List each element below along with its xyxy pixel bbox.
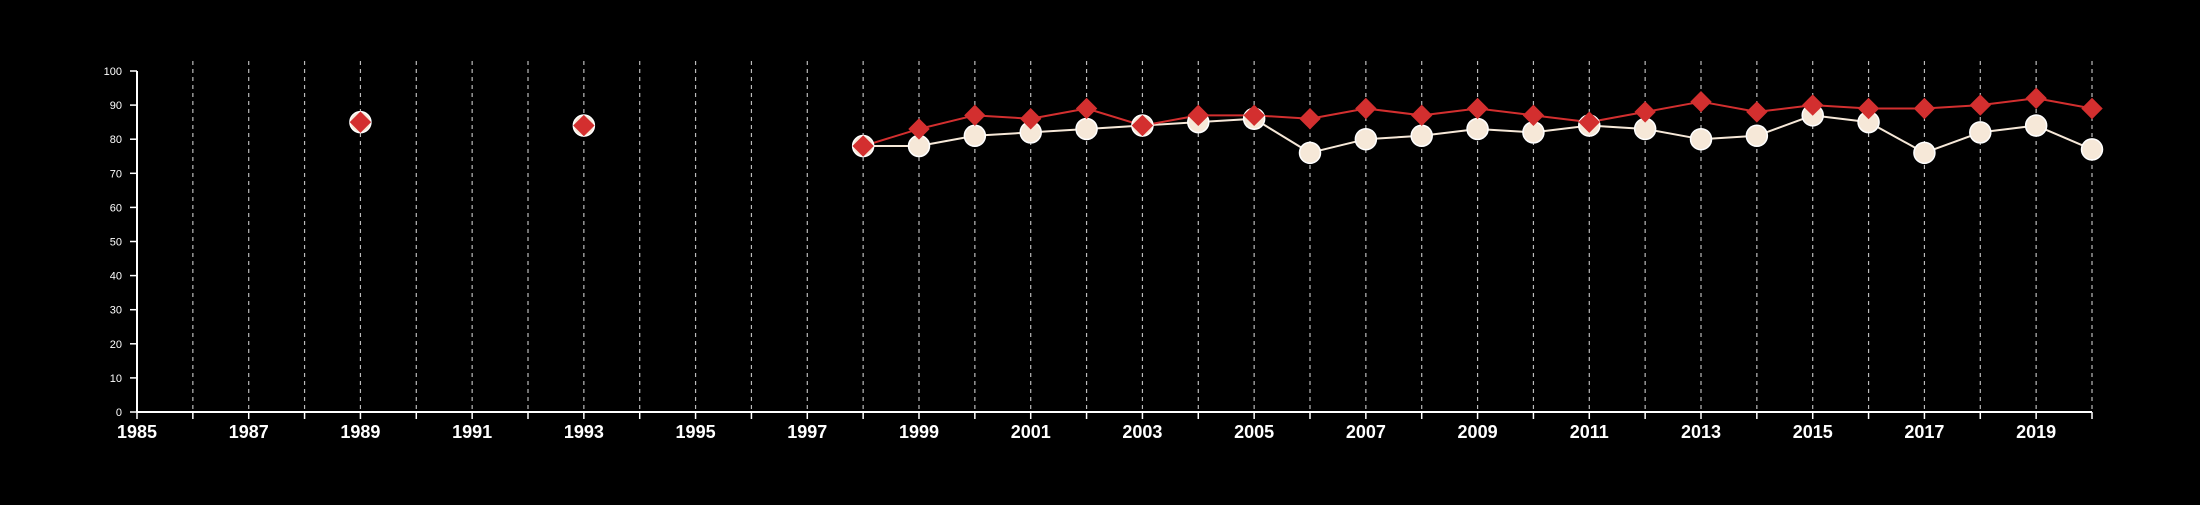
x-tick-label: 2003 [1122,422,1162,442]
x-tick-label: 2013 [1681,422,1721,442]
data-point-circle [1354,127,1378,151]
x-tick-label: 2015 [1793,422,1833,442]
data-point-diamond [1746,101,1768,123]
x-tick-label: 1989 [340,422,380,442]
data-point-diamond [1299,108,1321,130]
data-point-diamond [1857,97,1880,120]
y-tick-label: 100 [104,66,122,78]
y-tick-label: 80 [110,134,122,146]
data-point-diamond [1690,90,1712,113]
data-point-diamond [1187,104,1209,127]
y-tick-label: 10 [110,373,122,385]
data-point-diamond [573,114,595,137]
data-point-diamond [1578,111,1600,133]
y-tick-label: 20 [110,339,122,351]
data-point-circle [2080,138,2104,161]
y-tick-label: 60 [110,202,122,214]
data-point-diamond [852,135,874,157]
x-tick-label: 2017 [1904,422,1944,442]
data-point-circle [2024,114,2048,137]
x-tick-label: 1991 [452,422,492,442]
series-segment [1700,100,1758,113]
data-point-diamond [1411,104,1433,127]
data-point-circle [1913,141,1936,165]
series-markers-diamond [349,87,2103,157]
data-point-circle [1969,121,1992,144]
data-point-diamond [1802,94,1824,116]
x-tick-label: 2011 [1570,422,1609,442]
series-segment [918,114,976,130]
x-tick-label: 1999 [899,422,939,442]
axes: 0 10 20 30 40 50 60 70 80 90 100 1985 1987 1989 1991 19… [104,66,2093,442]
data-point-diamond [2081,97,2103,120]
x-tick-label: 1987 [229,422,269,442]
x-tick-label: 2005 [1234,422,1274,442]
data-point-diamond [908,118,930,140]
x-tick-label: 2001 [1011,422,1051,442]
series-group [349,87,2104,165]
x-tick-label: 1985 [117,422,157,442]
data-point-circle [1075,117,1098,141]
data-point-circle [1745,124,1769,148]
y-tick-label: 90 [110,100,122,112]
data-point-diamond [1355,97,1377,120]
data-point-diamond [1131,114,1154,137]
data-point-diamond [1913,97,1936,120]
series-segment [1030,107,1087,120]
data-point-diamond [1020,108,1042,130]
y-tick-label: 40 [110,271,122,283]
x-tick-label: 1995 [676,422,716,442]
data-point-diamond [1634,101,1656,123]
data-point-diamond [2025,87,2047,109]
series-segment [2035,97,2093,110]
x-tick-label: 2007 [1346,422,1386,442]
data-point-diamond [1243,104,1265,127]
data-point-diamond [1969,94,1991,116]
data-point-diamond [964,104,986,127]
data-point-diamond [1522,104,1545,127]
data-point-diamond [1466,97,1489,120]
series-segment [1644,100,1702,113]
y-tick-label: 0 [116,407,122,419]
series-markers-circle [349,104,2104,165]
x-tick-label: 1997 [787,422,827,442]
x-tick-label: 2009 [1458,422,1498,442]
y-tick-label: 30 [110,305,122,317]
data-point-diamond [1075,97,1098,120]
data-point-circle [1410,124,1433,148]
x-tick-label: 2019 [2016,422,2056,442]
x-tick-label: 1993 [564,422,604,442]
y-tick-label: 70 [110,168,122,180]
data-point-circle [1689,127,1713,151]
data-point-circle [1466,117,1489,141]
data-point-circle [963,124,987,148]
y-tick-label: 50 [110,237,122,249]
data-point-diamond [349,111,372,133]
data-point-circle [1298,141,1322,165]
series-segment [1309,107,1367,120]
